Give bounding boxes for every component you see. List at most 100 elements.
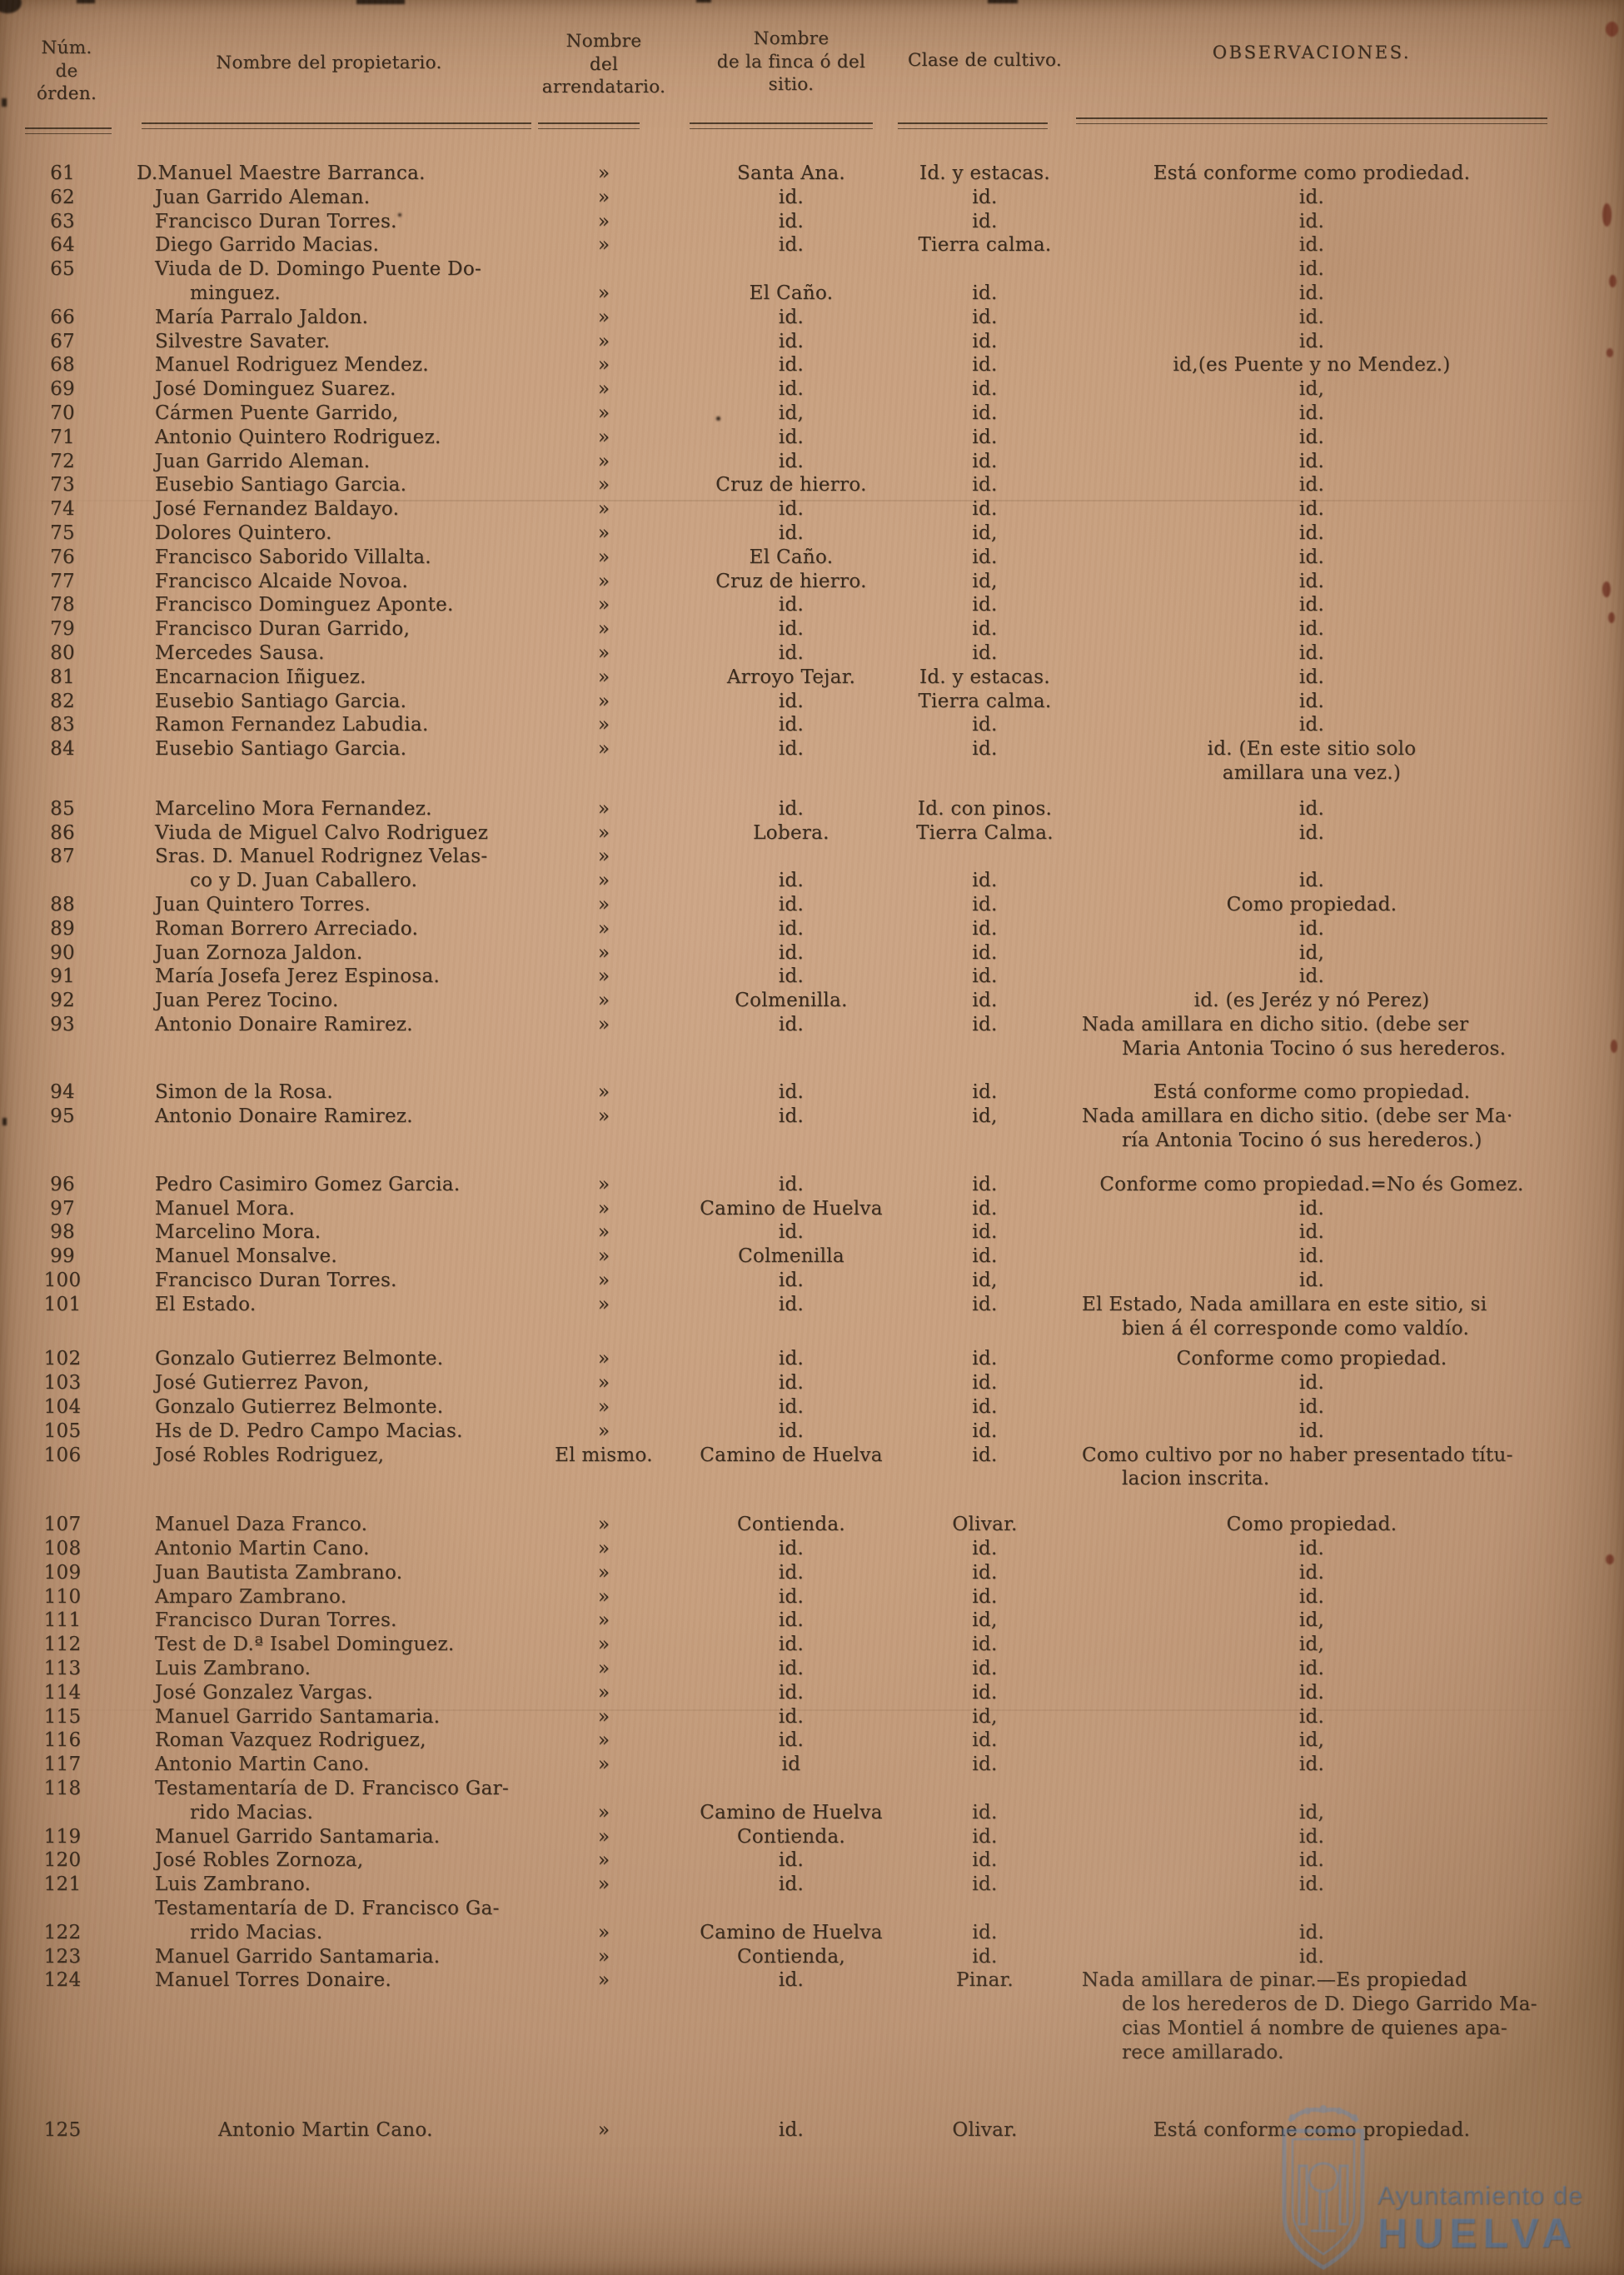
cell-arrendatario: » <box>597 1825 610 1848</box>
cell-arrendatario <box>533 1993 675 2017</box>
cell-observaciones: id. <box>1298 714 1325 736</box>
cell-cultivo: Id. y estacas. <box>919 162 1050 184</box>
cell-propietario: Luis Zambrano. <box>155 1873 311 1896</box>
table-row-line: 113 Luis Zambrano. » id. id. id. <box>0 1657 1624 1681</box>
cell-observaciones: id. <box>1298 1396 1325 1419</box>
cell-observaciones: id, <box>1298 1801 1325 1823</box>
column-header-arrendatario: Nombre del arrendatario. <box>533 30 675 99</box>
cell-cultivo <box>908 257 1062 282</box>
row-number: 86 <box>50 821 75 844</box>
table-row-line: 64 Diego Garrido Macias. » id. Tierra calma.… <box>0 233 1624 257</box>
cell-propietario: co y D. Juan Caballero. <box>190 870 418 892</box>
cell-cultivo: Tierra calma. <box>918 234 1052 257</box>
cell-finca-sitio <box>675 257 908 282</box>
row-number: 66 <box>50 306 75 328</box>
row-number: 115 <box>43 1705 82 1728</box>
cell-finca-sitio <box>675 761 908 786</box>
column-header-cultivo: Clase de cultivo. <box>908 50 1062 71</box>
cell-arrendatario: » <box>597 666 610 688</box>
row-number: 103 <box>43 1372 82 1394</box>
cell-cultivo: id. <box>972 1396 998 1419</box>
cell-observaciones: id. <box>1298 1849 1325 1872</box>
row-number <box>0 761 125 786</box>
cell-cultivo: id. <box>972 1754 998 1776</box>
table-row-line: 99 Manuel Monsalve. » Colmenilla id. id. <box>0 1245 1624 1269</box>
cell-cultivo: id. <box>972 917 998 940</box>
row-number: 122 <box>43 1921 82 1943</box>
cell-propietario <box>125 1467 533 1491</box>
row-number: 72 <box>50 450 75 472</box>
cell-arrendatario: » <box>597 306 610 328</box>
row-number: 116 <box>43 1729 82 1752</box>
cell-observaciones: id. <box>1298 1561 1325 1584</box>
cell-cultivo: id. <box>972 594 998 616</box>
cell-finca-sitio: id. <box>778 1105 805 1128</box>
cell-arrendatario: » <box>597 893 610 915</box>
cell-cultivo: id. <box>972 941 998 964</box>
cell-arrendatario: » <box>597 1658 610 1680</box>
table-row-line: 62 Juan Garrido Aleman. » id. id. id. <box>0 186 1624 210</box>
cell-observaciones: rece amillarado. <box>1122 2041 1284 2063</box>
cell-propietario: Dolores Quintero. <box>155 521 332 544</box>
row-number: 97 <box>50 1197 75 1220</box>
cell-arrendatario: » <box>597 738 610 761</box>
row-number: 92 <box>50 990 75 1012</box>
header-rule <box>1076 117 1547 124</box>
cell-finca-sitio: id, <box>778 402 805 424</box>
cell-cultivo: id. <box>972 1634 998 1656</box>
cell-arrendatario: » <box>597 1681 610 1704</box>
cell-cultivo <box>908 1129 1062 1153</box>
cell-arrendatario <box>533 1037 675 1061</box>
cell-cultivo <box>908 1467 1062 1491</box>
cell-finca-sitio: El Caño. <box>749 546 834 568</box>
row-number: 74 <box>50 498 75 521</box>
cell-arrendatario: » <box>597 1221 610 1244</box>
row-number: 77 <box>50 570 75 592</box>
cell-observaciones: id. <box>1298 618 1325 641</box>
table-row-line: 67 Silvestre Savater. » id. id. id. <box>0 330 1624 354</box>
cell-observaciones: id. <box>1298 1681 1325 1704</box>
table-row-line: 82 Eusebio Santiago Garcia. » id. Tierra cal… <box>0 690 1624 714</box>
cell-cultivo: id. <box>972 714 998 736</box>
cell-arrendatario: » <box>597 1396 610 1419</box>
cell-propietario: José Robles Rodriguez, <box>155 1444 385 1466</box>
table-row-line: cias Montiel á nombre de quienes apa- <box>0 2017 1624 2041</box>
cell-finca-sitio: id. <box>778 1396 805 1419</box>
cell-finca-sitio: id. <box>778 1372 805 1394</box>
row-number: 82 <box>50 690 75 712</box>
cell-finca-sitio: Colmenilla. <box>735 990 848 1012</box>
ink-speck <box>1606 22 1618 37</box>
cell-finca-sitio: id. <box>778 234 805 257</box>
cell-finca-sitio: Colmenilla <box>738 1245 844 1268</box>
table-row-line: 69 José Dominguez Suarez. » id. id. id, <box>0 377 1624 402</box>
cell-finca-sitio: id. <box>778 1849 805 1872</box>
table-row-line: 117 Antonio Martin Cano. » id id. id. <box>0 1753 1624 1777</box>
cell-finca-sitio: id. <box>778 1173 805 1195</box>
cell-arrendatario: » <box>597 941 610 964</box>
cell-observaciones: id. <box>1298 1705 1325 1728</box>
cell-observaciones: de los herederos de D. Diego Garrido Ma- <box>1122 1993 1537 2016</box>
cell-observaciones: id. <box>1298 546 1325 568</box>
cell-observaciones <box>1062 1777 1562 1801</box>
cell-propietario: Antonio Donaire Ramirez. <box>155 1105 413 1128</box>
cell-cultivo: id. <box>972 1293 998 1315</box>
header-line: arrendatario. <box>541 77 666 97</box>
cell-propietario: Simon de la Rosa. <box>155 1081 334 1104</box>
cell-observaciones: id. <box>1298 965 1325 988</box>
cell-arrendatario: » <box>597 282 610 304</box>
table-row-line: ría Antonia Tocino ó sus herederos.) <box>0 1129 1624 1153</box>
cell-arrendatario: » <box>597 450 610 472</box>
cell-cultivo: id. <box>972 1173 998 1195</box>
cell-finca-sitio <box>675 1993 908 2017</box>
cell-finca-sitio: Lobera. <box>753 821 829 844</box>
cell-cultivo: id. <box>972 641 998 664</box>
cell-finca-sitio: Cruz de hierro. <box>715 474 867 496</box>
cell-propietario: Ramon Fernandez Labudia. <box>155 714 429 736</box>
cell-arrendatario: » <box>597 870 610 892</box>
table-row-line: 122 rrido Macias. » Camino de Huelva id. id. <box>0 1921 1624 1945</box>
table-row-line: 87 Sras. D. Manuel Rodrignez Velas- » <box>0 845 1624 869</box>
cell-arrendatario: » <box>597 426 610 448</box>
table-row-line: Testamentaría de D. Francisco Ga- <box>0 1897 1624 1921</box>
header-line: sitio. <box>768 74 814 95</box>
table-row-line: 111 Francisco Duran Torres. » id. id, id, <box>0 1609 1624 1633</box>
